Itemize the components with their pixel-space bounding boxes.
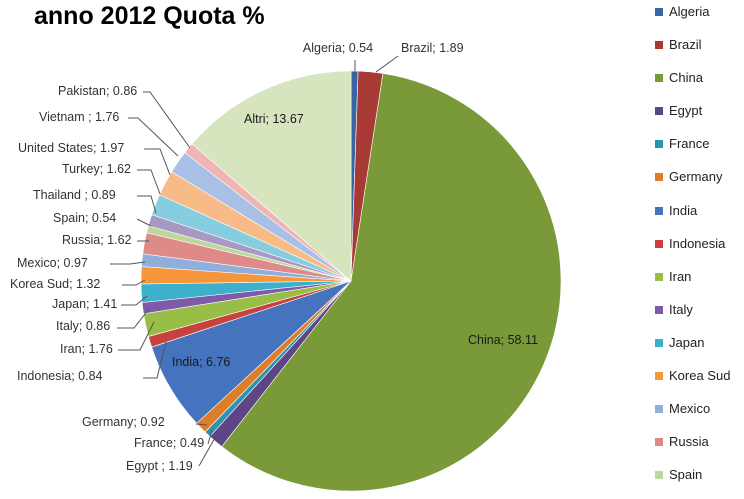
legend-swatch-brazil (655, 41, 663, 50)
legend-label-iran: Iran (669, 268, 692, 284)
legend-item-russia: Russia (652, 433, 744, 466)
data-label-algeria: Algeria; 0.54 (303, 41, 373, 55)
leader-line-japan (121, 295, 148, 306)
legend-swatch-france (655, 140, 663, 149)
leader-line-united-states (144, 148, 171, 176)
legend-swatch-germany (655, 173, 663, 182)
data-label-altri: Altri; 13.67 (244, 112, 304, 126)
data-label-brazil: Brazil; 1.89 (401, 41, 464, 55)
legend-label-korea-sud: Korea Sud (669, 368, 731, 384)
legend-label-japan: Japan (669, 334, 705, 350)
legend-item-korea-sud: Korea Sud (652, 367, 744, 400)
legend-label-egypt: Egypt (669, 103, 703, 119)
legend-swatch-india (655, 206, 663, 215)
legend-label-germany: Germany (669, 169, 723, 185)
leader-line-indonesia (143, 341, 167, 379)
leader-line-vietnam (128, 117, 179, 157)
data-label-india: India; 6.76 (172, 355, 230, 369)
data-label-indonesia: Indonesia; 0.84 (17, 369, 103, 383)
legend-swatch-japan (655, 338, 663, 347)
data-label-korea-sud: Korea Sud; 1.32 (10, 277, 100, 291)
pie-slice-china (221, 73, 562, 492)
legend-label-indonesia: Indonesia (669, 235, 726, 251)
legend-swatch-italy (655, 305, 663, 314)
leader-line-brazil (375, 55, 399, 73)
legend-swatch-iran (655, 272, 663, 281)
leader-line-thailand (137, 195, 157, 214)
legend-item-mexico: Mexico (652, 400, 744, 433)
leader-line-iran (118, 321, 155, 351)
data-label-russia: Russia; 1.62 (62, 233, 132, 247)
data-label-italy: Italy; 0.86 (56, 319, 110, 333)
legend-item-egypt: Egypt (652, 102, 744, 135)
legend-label-russia: Russia (669, 434, 709, 450)
leader-line-egypt (198, 435, 217, 467)
data-label-japan: Japan; 1.41 (52, 297, 117, 311)
chart-legend: Algeria Brazil China Egypt France Germany Indi… (652, 3, 744, 499)
data-label-vietnam: Vietnam ; 1.76 (39, 110, 119, 124)
legend-item-italy: Italy (652, 301, 744, 334)
legend-label-brazil: Brazil (669, 37, 702, 53)
leader-line-pakistan (143, 91, 191, 149)
data-label-france: France; 0.49 (134, 436, 204, 450)
legend-item-china: China (652, 69, 744, 102)
legend-swatch-egypt (655, 107, 663, 116)
legend-label-spain: Spain (669, 467, 703, 483)
legend-swatch-korea-sud (655, 372, 663, 381)
data-label-china: China; 58.11 (468, 333, 538, 347)
legend-item-iran: Iran (652, 268, 744, 301)
legend-swatch-algeria (655, 8, 663, 16)
data-label-spain: Spain; 0.54 (53, 211, 116, 225)
data-label-turkey: Turkey; 1.62 (62, 162, 131, 176)
data-label-thailand: Thailand ; 0.89 (33, 188, 116, 202)
legend-item-germany: Germany (652, 168, 744, 201)
legend-item-brazil: Brazil (652, 36, 744, 69)
legend-label-china: China (669, 70, 703, 86)
data-labels: Algeria; 0.54 Brazil; 1.89 China; 58.11 Egy… (10, 41, 538, 473)
legend-item-india: India (652, 202, 744, 235)
legend-swatch-russia (655, 438, 663, 447)
legend-item-france: France (652, 135, 744, 168)
data-label-mexico: Mexico; 0.97 (17, 256, 88, 270)
legend-item-algeria: Algeria (652, 3, 744, 36)
pie-slice-altri (191, 70, 352, 282)
leader-line-turkey (137, 169, 161, 195)
leader-line-italy (117, 308, 150, 329)
legend-label-algeria: Algeria (669, 4, 710, 19)
data-label-united-states: United States; 1.97 (18, 141, 124, 155)
leader-line-spain (136, 218, 152, 227)
leader-line-korea-sud (122, 279, 146, 286)
legend-item-japan: Japan (652, 334, 744, 367)
data-label-pakistan: Pakistan; 0.86 (58, 84, 137, 98)
leader-line-france (207, 429, 213, 445)
legend-label-mexico: Mexico (669, 401, 711, 417)
legend-label-india: India (669, 202, 698, 218)
legend-swatch-mexico (655, 405, 663, 414)
leader-line-germany (195, 423, 208, 426)
data-label-germany: Germany; 0.92 (82, 415, 165, 429)
legend-item-spain: Spain (652, 466, 744, 499)
legend-swatch-indonesia (655, 239, 663, 248)
legend-swatch-spain (655, 471, 663, 480)
legend-item-indonesia: Indonesia (652, 235, 744, 268)
legend-label-france: France (669, 136, 710, 152)
chart-title: anno 2012 Quota % (34, 2, 265, 30)
data-label-egypt: Egypt ; 1.19 (126, 459, 193, 473)
legend-label-italy: Italy (669, 301, 693, 317)
leader-line-mexico (110, 261, 146, 265)
data-label-iran: Iran; 1.76 (60, 342, 113, 356)
legend-swatch-china (655, 74, 663, 83)
label-leader-lines (110, 55, 399, 467)
pie-slices (140, 70, 562, 492)
